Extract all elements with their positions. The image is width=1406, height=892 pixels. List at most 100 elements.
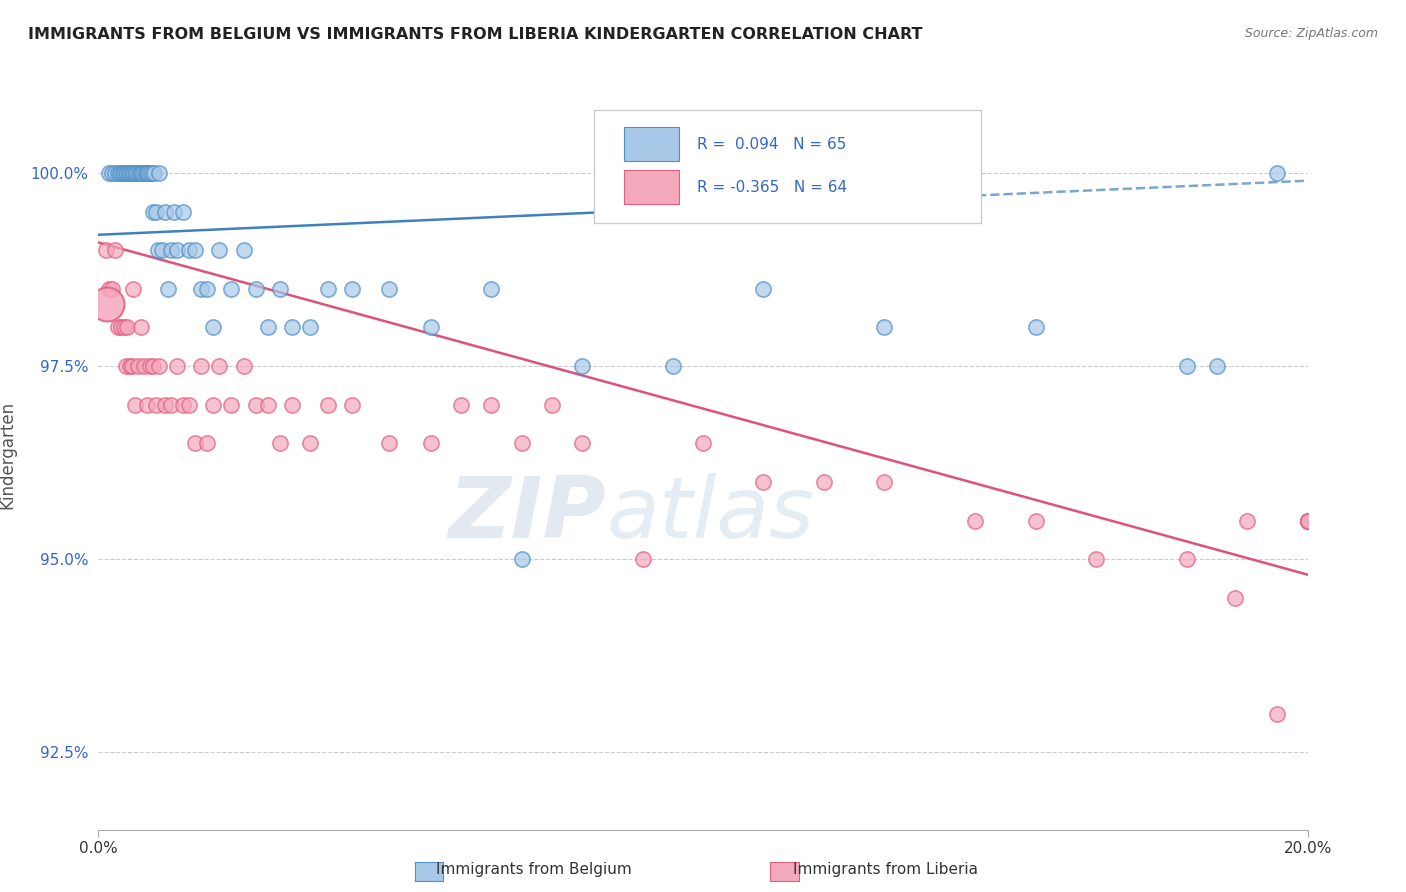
Point — [450, 398, 472, 412]
Point — [269, 436, 291, 450]
Point — [135, 398, 157, 412]
Point — [1024, 320, 1046, 334]
Point — [631, 552, 654, 566]
Point — [117, 320, 139, 334]
Point — [172, 204, 194, 219]
Point — [510, 552, 533, 566]
Point — [98, 282, 121, 296]
Point — [142, 204, 165, 219]
Point — [131, 166, 153, 180]
Point — [256, 320, 278, 334]
Point — [114, 359, 136, 373]
Point — [1296, 514, 1319, 528]
Point — [232, 359, 254, 373]
Point — [141, 166, 163, 180]
Point — [129, 320, 152, 334]
Point — [481, 398, 503, 412]
Text: ZIP: ZIP — [449, 474, 606, 557]
Point — [121, 359, 143, 373]
Point — [184, 436, 207, 450]
Point — [127, 166, 149, 180]
Point — [873, 475, 896, 489]
Text: Immigrants from Liberia: Immigrants from Liberia — [793, 863, 979, 877]
Point — [571, 436, 593, 450]
Point — [118, 166, 141, 180]
Point — [139, 359, 162, 373]
Bar — [624, 170, 679, 204]
Point — [172, 398, 194, 412]
Y-axis label: Kindergarten: Kindergarten — [0, 401, 17, 509]
Point — [269, 282, 291, 296]
Point — [692, 436, 714, 450]
Point — [752, 282, 775, 296]
Point — [129, 166, 152, 180]
Point — [1175, 359, 1198, 373]
Point — [127, 359, 149, 373]
Point — [132, 359, 155, 373]
Point — [98, 166, 121, 180]
Point — [108, 166, 131, 180]
Point — [124, 166, 146, 180]
Point — [1206, 359, 1229, 373]
Point — [1296, 514, 1319, 528]
Point — [110, 320, 132, 334]
Point — [146, 244, 169, 258]
Point — [145, 398, 167, 412]
Point — [184, 244, 207, 258]
Point — [121, 166, 143, 180]
Point — [202, 320, 225, 334]
Point — [112, 320, 135, 334]
Point — [195, 436, 218, 450]
Point — [118, 166, 141, 180]
Point — [112, 166, 135, 180]
Point — [752, 475, 775, 489]
Point — [342, 282, 364, 296]
Point — [100, 282, 122, 296]
Point — [245, 282, 267, 296]
Point — [135, 166, 157, 180]
Point — [114, 166, 136, 180]
Text: Source: ZipAtlas.com: Source: ZipAtlas.com — [1244, 27, 1378, 40]
Point — [256, 398, 278, 412]
Point — [208, 359, 231, 373]
Point — [221, 398, 243, 412]
Point — [510, 436, 533, 450]
Point — [813, 475, 835, 489]
Point — [1267, 166, 1289, 180]
Point — [420, 320, 443, 334]
Point — [202, 398, 225, 412]
Point — [136, 166, 159, 180]
Point — [179, 244, 201, 258]
Point — [150, 244, 173, 258]
Point — [128, 166, 150, 180]
Point — [873, 320, 896, 334]
Point — [117, 166, 139, 180]
Point — [118, 359, 141, 373]
Point — [148, 166, 170, 180]
Point — [148, 359, 170, 373]
Point — [160, 398, 183, 412]
Point — [153, 204, 176, 219]
Point — [94, 244, 117, 258]
Point — [163, 204, 186, 219]
Point — [190, 282, 212, 296]
Bar — [624, 128, 679, 161]
Point — [111, 166, 134, 180]
Point — [122, 282, 145, 296]
Point — [316, 398, 339, 412]
Point — [377, 282, 399, 296]
Point — [232, 244, 254, 258]
Point — [245, 398, 267, 412]
Point — [166, 244, 188, 258]
Point — [299, 320, 322, 334]
Point — [571, 359, 593, 373]
Point — [100, 166, 122, 180]
Point — [122, 166, 145, 180]
Point — [153, 398, 176, 412]
Point — [1175, 552, 1198, 566]
Point — [107, 320, 129, 334]
Point — [1223, 591, 1246, 605]
Point — [104, 166, 127, 180]
Text: Immigrants from Belgium: Immigrants from Belgium — [436, 863, 633, 877]
Text: R =  0.094   N = 65: R = 0.094 N = 65 — [697, 137, 846, 153]
